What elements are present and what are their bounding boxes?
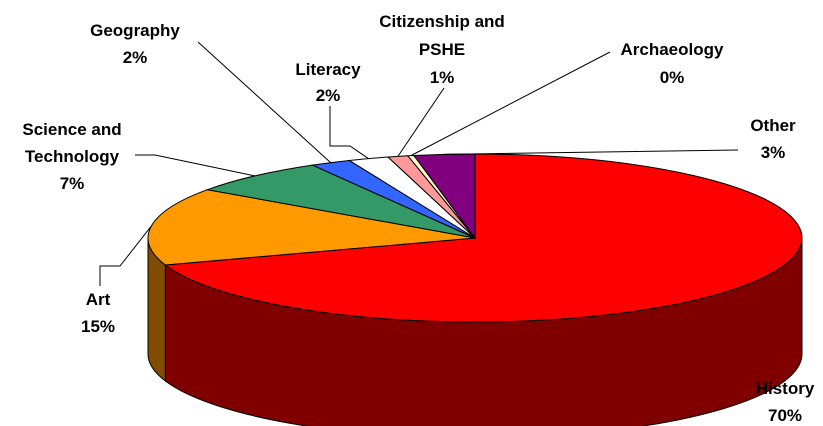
- label-art-pct: 15%: [81, 317, 115, 336]
- label-citizenship-name-line1: Citizenship and: [379, 12, 505, 31]
- leader-citizenship-and-pshe: [397, 87, 445, 157]
- label-citizenship-name-line2: PSHE: [419, 40, 465, 59]
- label-science-name-line2: Technology: [25, 147, 120, 166]
- label-geography-name: Geography: [90, 21, 180, 40]
- label-literacy-pct: 2%: [316, 86, 341, 105]
- label-history-name: History: [756, 379, 815, 398]
- label-geography: Geography 2%: [90, 21, 180, 67]
- leader-archaeology: [410, 51, 611, 157]
- label-other-name: Other: [750, 116, 796, 135]
- label-literacy-name: Literacy: [295, 60, 361, 79]
- label-history-pct: 70%: [768, 406, 802, 425]
- label-history: History 70%: [756, 379, 815, 425]
- label-archaeology: Archaeology 0%: [621, 40, 725, 87]
- label-art-name: Art: [86, 290, 111, 309]
- leader-lines: [99, 41, 739, 286]
- label-other-pct: 3%: [761, 143, 786, 162]
- label-geography-pct: 2%: [123, 48, 148, 67]
- slice-science-and-technology: [205, 164, 476, 239]
- slice-art: [147, 189, 476, 266]
- leader-geography: [197, 41, 331, 164]
- label-science-technology: Science and Technology 7%: [22, 120, 121, 193]
- leader-science-and-technology: [135, 154, 255, 177]
- slice-history: [164, 153, 803, 323]
- leader-literacy: [329, 106, 369, 160]
- label-archaeology-pct: 0%: [660, 68, 685, 87]
- label-other: Other 3%: [750, 116, 796, 162]
- leader-other: [444, 149, 739, 155]
- label-citizenship: Citizenship and PSHE 1%: [379, 12, 505, 87]
- label-science-pct: 7%: [60, 174, 85, 193]
- leader-art: [99, 225, 152, 286]
- label-art: Art 15%: [81, 290, 115, 336]
- label-archaeology-name: Archaeology: [621, 40, 725, 59]
- label-citizenship-pct: 1%: [430, 68, 455, 87]
- pie-top: [147, 153, 803, 323]
- label-science-name-line1: Science and: [22, 120, 121, 139]
- label-literacy: Literacy 2%: [295, 60, 361, 105]
